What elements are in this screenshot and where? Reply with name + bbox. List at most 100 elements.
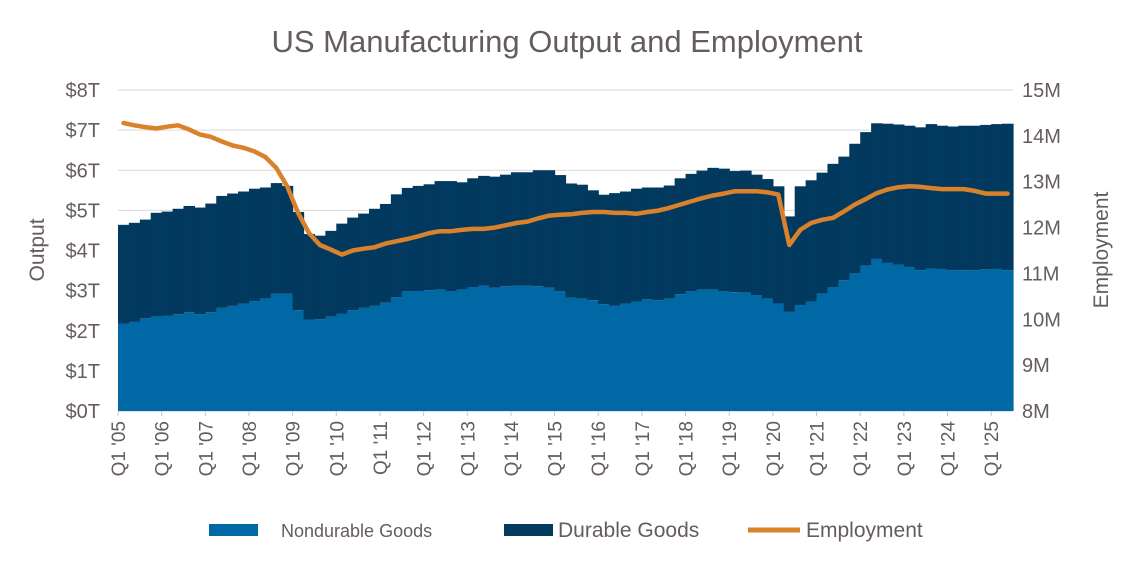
bar-durable [587,190,599,301]
bar-nondurable [871,258,883,411]
bar-nondurable [860,265,872,411]
bar-nondurable [958,270,970,411]
bar-durable [118,224,130,324]
x-tick-label: Q1 '20 [764,421,785,476]
x-tick-label: Q1 '17 [633,421,654,476]
x-tick-label: Q1 '08 [240,421,261,476]
bar-durable [641,187,654,300]
legend-label-employment: Employment [806,519,923,542]
bar-nondurable [369,305,381,411]
bar-nondurable [838,280,850,411]
bar-durable [849,143,861,274]
legend: Nondurable Goods Durable Goods Employmen… [209,519,923,542]
bar-durable [576,184,588,299]
bar-nondurable [227,305,239,411]
bar-durable [958,125,970,271]
bar-nondurable [379,302,392,411]
bar-nondurable [358,307,370,411]
y2-tick-label: 9M [1022,355,1050,377]
bar-nondurable [849,273,861,411]
bar-nondurable [587,300,599,411]
bar-nondurable [729,292,741,411]
bar-durable [925,124,938,269]
bar-nondurable [118,323,130,411]
bar-durable [456,182,468,290]
bar-durable [281,185,294,294]
y-tick-label: $8T [66,80,100,102]
y-tick-label: $1T [66,361,100,383]
bar-nondurable [489,287,501,411]
bar-durable [434,181,447,290]
bar-nondurable [150,316,163,411]
bar-durable [336,223,348,314]
bar-nondurable [598,304,610,411]
y2-tick-label: 12M [1022,218,1061,240]
x-tick-label: Q1 '21 [808,421,829,476]
bar-durable [696,170,708,290]
bar-durable [761,179,774,299]
bar-durable [238,191,250,304]
bar-durable [980,124,992,270]
bar-nondurable [903,266,916,411]
bar-durable [369,208,381,306]
bar-durable [827,163,839,288]
bar-nondurable [740,292,752,411]
bar-nondurable [620,303,632,411]
bar-nondurable [609,305,621,411]
y2-tick-label: 8M [1022,401,1050,423]
bar-nondurable [216,307,228,411]
bar-durable [543,170,556,288]
x-tick-label: Q1 '09 [284,421,305,476]
bar-durable [1002,123,1014,271]
bar-durable [947,126,960,271]
x-tick-label: Q1 '13 [458,421,479,476]
bar-nondurable [827,287,839,411]
x-tick-label: Q1 '19 [720,421,741,476]
bar-nondurable [314,319,326,411]
y-axis-right-ticks: 8M 9M 10M 11M 12M 13M 14M 15M [1022,80,1061,423]
bar-durable [630,188,643,302]
bar-durable [609,193,621,306]
bar-durable [467,178,479,288]
y2-tick-label: 15M [1022,80,1061,102]
bar-durable [620,191,632,304]
y-axis-left-ticks: $0T $1T $2T $3T $4T $5T $6T $7T $8T [66,80,100,423]
bar-nondurable [936,268,949,411]
bar-nondurable [718,291,730,411]
bar-nondurable [390,297,403,411]
bar-durable [248,188,261,302]
y2-tick-label: 13M [1022,172,1061,194]
bar-nondurable [194,314,206,411]
bar-nondurable [991,268,1003,411]
bar-nondurable [663,298,676,411]
bar-durable [783,216,796,312]
bar-durable [892,124,905,265]
bar-durable [128,222,141,322]
bar-nondurable [172,314,185,411]
x-tick-label: Q1 '23 [895,421,916,476]
bars [118,123,1014,411]
bar-durable [991,124,1003,269]
bar-nondurable [772,303,785,411]
legend-label-nondurable: Nondurable Goods [281,521,432,541]
x-tick-label: Q1 '07 [196,421,217,476]
bar-nondurable [761,298,774,411]
x-tick-label: Q1 '24 [939,421,960,477]
bar-durable [510,172,523,286]
bar-durable [674,178,687,295]
bar-nondurable [303,319,316,411]
x-tick-label: Q1 '22 [851,421,872,476]
bar-nondurable [521,285,534,411]
y-tick-label: $2T [66,321,100,343]
bar-durable [598,194,610,305]
bar-nondurable [281,293,294,411]
y-axis-label: Output [26,218,49,281]
bar-nondurable [641,299,654,411]
bar-durable [718,168,730,292]
bar-durable [772,186,785,304]
bar-durable [532,170,545,287]
bar-nondurable [128,321,141,411]
bar-durable [390,194,403,298]
bar-nondurable [423,290,436,411]
bar-durable [379,203,392,303]
